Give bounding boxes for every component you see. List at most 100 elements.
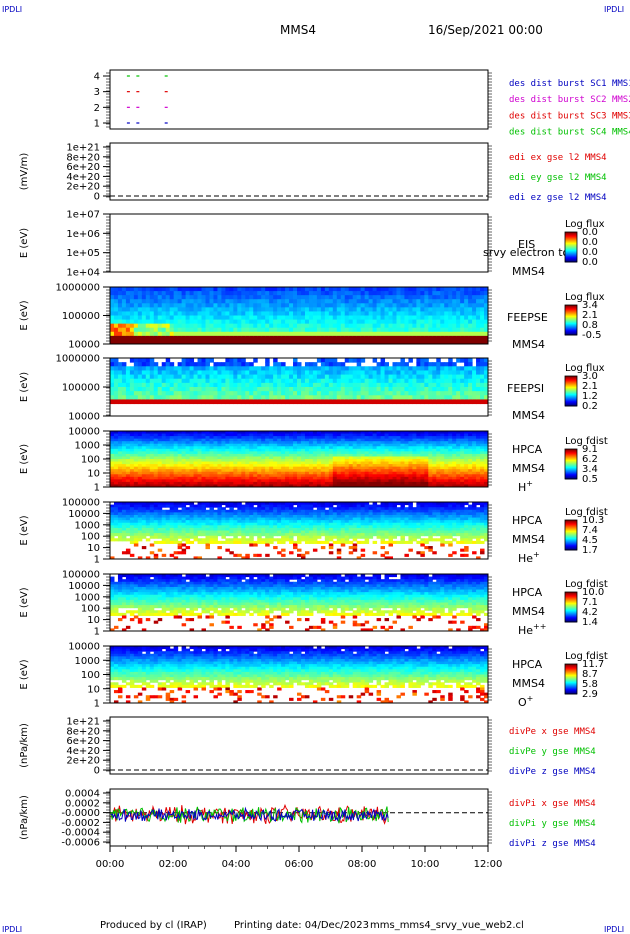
spectrogram-cell xyxy=(189,299,195,304)
spectrogram-cell xyxy=(129,303,135,308)
spectrogram-cell xyxy=(448,399,453,405)
spectrogram-cell xyxy=(141,469,147,473)
spectrogram-cell xyxy=(476,466,481,470)
spectrogram-cell xyxy=(444,387,449,392)
spectrogram-cell xyxy=(312,433,318,437)
spectrogram-cell xyxy=(444,481,449,485)
spectrogram-cell xyxy=(428,464,433,468)
spectrogram-cell xyxy=(145,484,151,488)
spectrogram-cell xyxy=(312,441,318,445)
spectrogram-cell xyxy=(436,323,441,329)
spectrogram-cell xyxy=(316,315,322,321)
spectrogram-cell xyxy=(352,441,358,445)
spectrogram-cell xyxy=(161,469,167,473)
spectrogram-cell xyxy=(312,303,318,308)
colorbar-cell xyxy=(565,471,577,473)
spectrogram-cell xyxy=(157,295,163,300)
spectrogram-cell xyxy=(308,453,314,457)
spectrogram-cell xyxy=(384,474,390,478)
spectrogram-cell xyxy=(448,469,453,473)
spectrogram-cell xyxy=(396,387,401,392)
spectrogram-cell xyxy=(440,331,445,337)
spectrogram-cell xyxy=(149,331,155,337)
spectrogram-cell xyxy=(324,433,330,437)
spectrogram-cell xyxy=(456,438,461,442)
spectrogram-cell xyxy=(376,303,382,308)
spectrogram-cell xyxy=(456,484,461,488)
spectrogram-cell xyxy=(388,374,394,380)
colorbar-cell xyxy=(565,324,577,326)
spectrogram-cell xyxy=(253,323,258,329)
spectrogram-cell xyxy=(141,311,147,316)
spectrogram-cell xyxy=(452,441,457,445)
spectrogram-cell xyxy=(113,466,119,470)
spectrogram-cell xyxy=(308,391,314,396)
spectrogram-cell xyxy=(332,287,338,292)
spectrogram-cell xyxy=(460,339,465,345)
spectrogram-cell xyxy=(117,446,123,450)
spectrogram-cell xyxy=(249,456,254,460)
spectrogram-cell xyxy=(300,448,306,452)
spectrogram-cell xyxy=(229,459,234,463)
spectrogram-cell xyxy=(257,366,262,371)
spectrogram-cell xyxy=(245,307,250,312)
colorbar-tick-label: -0.5 xyxy=(582,330,602,341)
spectrogram-cell xyxy=(141,441,147,445)
spectrogram-cell xyxy=(300,387,306,392)
spectrogram-cell xyxy=(241,387,246,392)
spectrogram-cell xyxy=(217,315,222,321)
spectrogram-cell xyxy=(281,315,286,321)
spectrogram-cell xyxy=(113,474,119,478)
spectrogram-cell xyxy=(428,476,433,480)
spectrogram-cell xyxy=(464,387,469,392)
spectrogram-cell xyxy=(161,307,167,312)
spectrogram-cell xyxy=(209,319,214,325)
legend-entry: edi ez gse l2 MMS4 xyxy=(509,193,607,203)
spectrogram-cell xyxy=(472,323,477,329)
spectrogram-cell xyxy=(205,464,210,468)
spectrogram-cell xyxy=(137,362,143,367)
spectrogram-cell xyxy=(285,311,290,316)
spectrogram-cell xyxy=(400,303,405,308)
spectrogram-cell xyxy=(360,299,366,304)
spectrogram-cell xyxy=(285,391,290,396)
spectrogram-cell xyxy=(464,399,469,405)
spectrogram-cell xyxy=(380,395,386,400)
spectrogram-cell xyxy=(336,479,342,483)
spectrogram-cell xyxy=(285,433,290,437)
spectrogram-cell xyxy=(428,339,433,345)
spectrogram-cell xyxy=(324,331,330,337)
spectrogram-cell xyxy=(110,556,115,560)
spectrogram-cell xyxy=(269,331,274,337)
spectrogram-cell xyxy=(400,476,405,480)
spectrogram-cell xyxy=(340,331,346,337)
spectrogram-cell xyxy=(368,374,374,380)
spectrogram-cell xyxy=(428,307,433,312)
spectrogram-cell xyxy=(440,319,445,325)
spectrogram-cell xyxy=(189,481,195,485)
spectrogram-cell xyxy=(133,319,139,325)
spectrogram-cell xyxy=(400,481,405,485)
spectrogram-cell xyxy=(384,319,390,325)
spectrogram-cell xyxy=(129,476,135,480)
spectrogram-cell xyxy=(245,476,250,480)
spectrogram-cell xyxy=(137,436,143,440)
spectrogram-cell xyxy=(229,287,234,292)
spectrogram-cell xyxy=(396,436,401,440)
spectrogram-cell xyxy=(209,433,214,437)
spectrogram-cell xyxy=(177,443,183,447)
spectrogram-cell xyxy=(113,303,119,308)
spectrogram-cell xyxy=(364,476,370,480)
spectrogram-cell xyxy=(360,291,366,296)
spectrogram-cell xyxy=(269,366,274,371)
spectrogram-cell xyxy=(412,436,417,440)
spectrogram-cell xyxy=(245,387,250,392)
spectrogram-cell xyxy=(161,366,167,371)
spectrogram-cell xyxy=(245,287,250,292)
spectrogram-cell xyxy=(472,295,477,300)
spectrogram-cell xyxy=(400,370,405,376)
spectrogram-cell xyxy=(460,299,465,304)
spectrogram-cell xyxy=(137,295,143,300)
spectrogram-cell xyxy=(416,446,421,450)
